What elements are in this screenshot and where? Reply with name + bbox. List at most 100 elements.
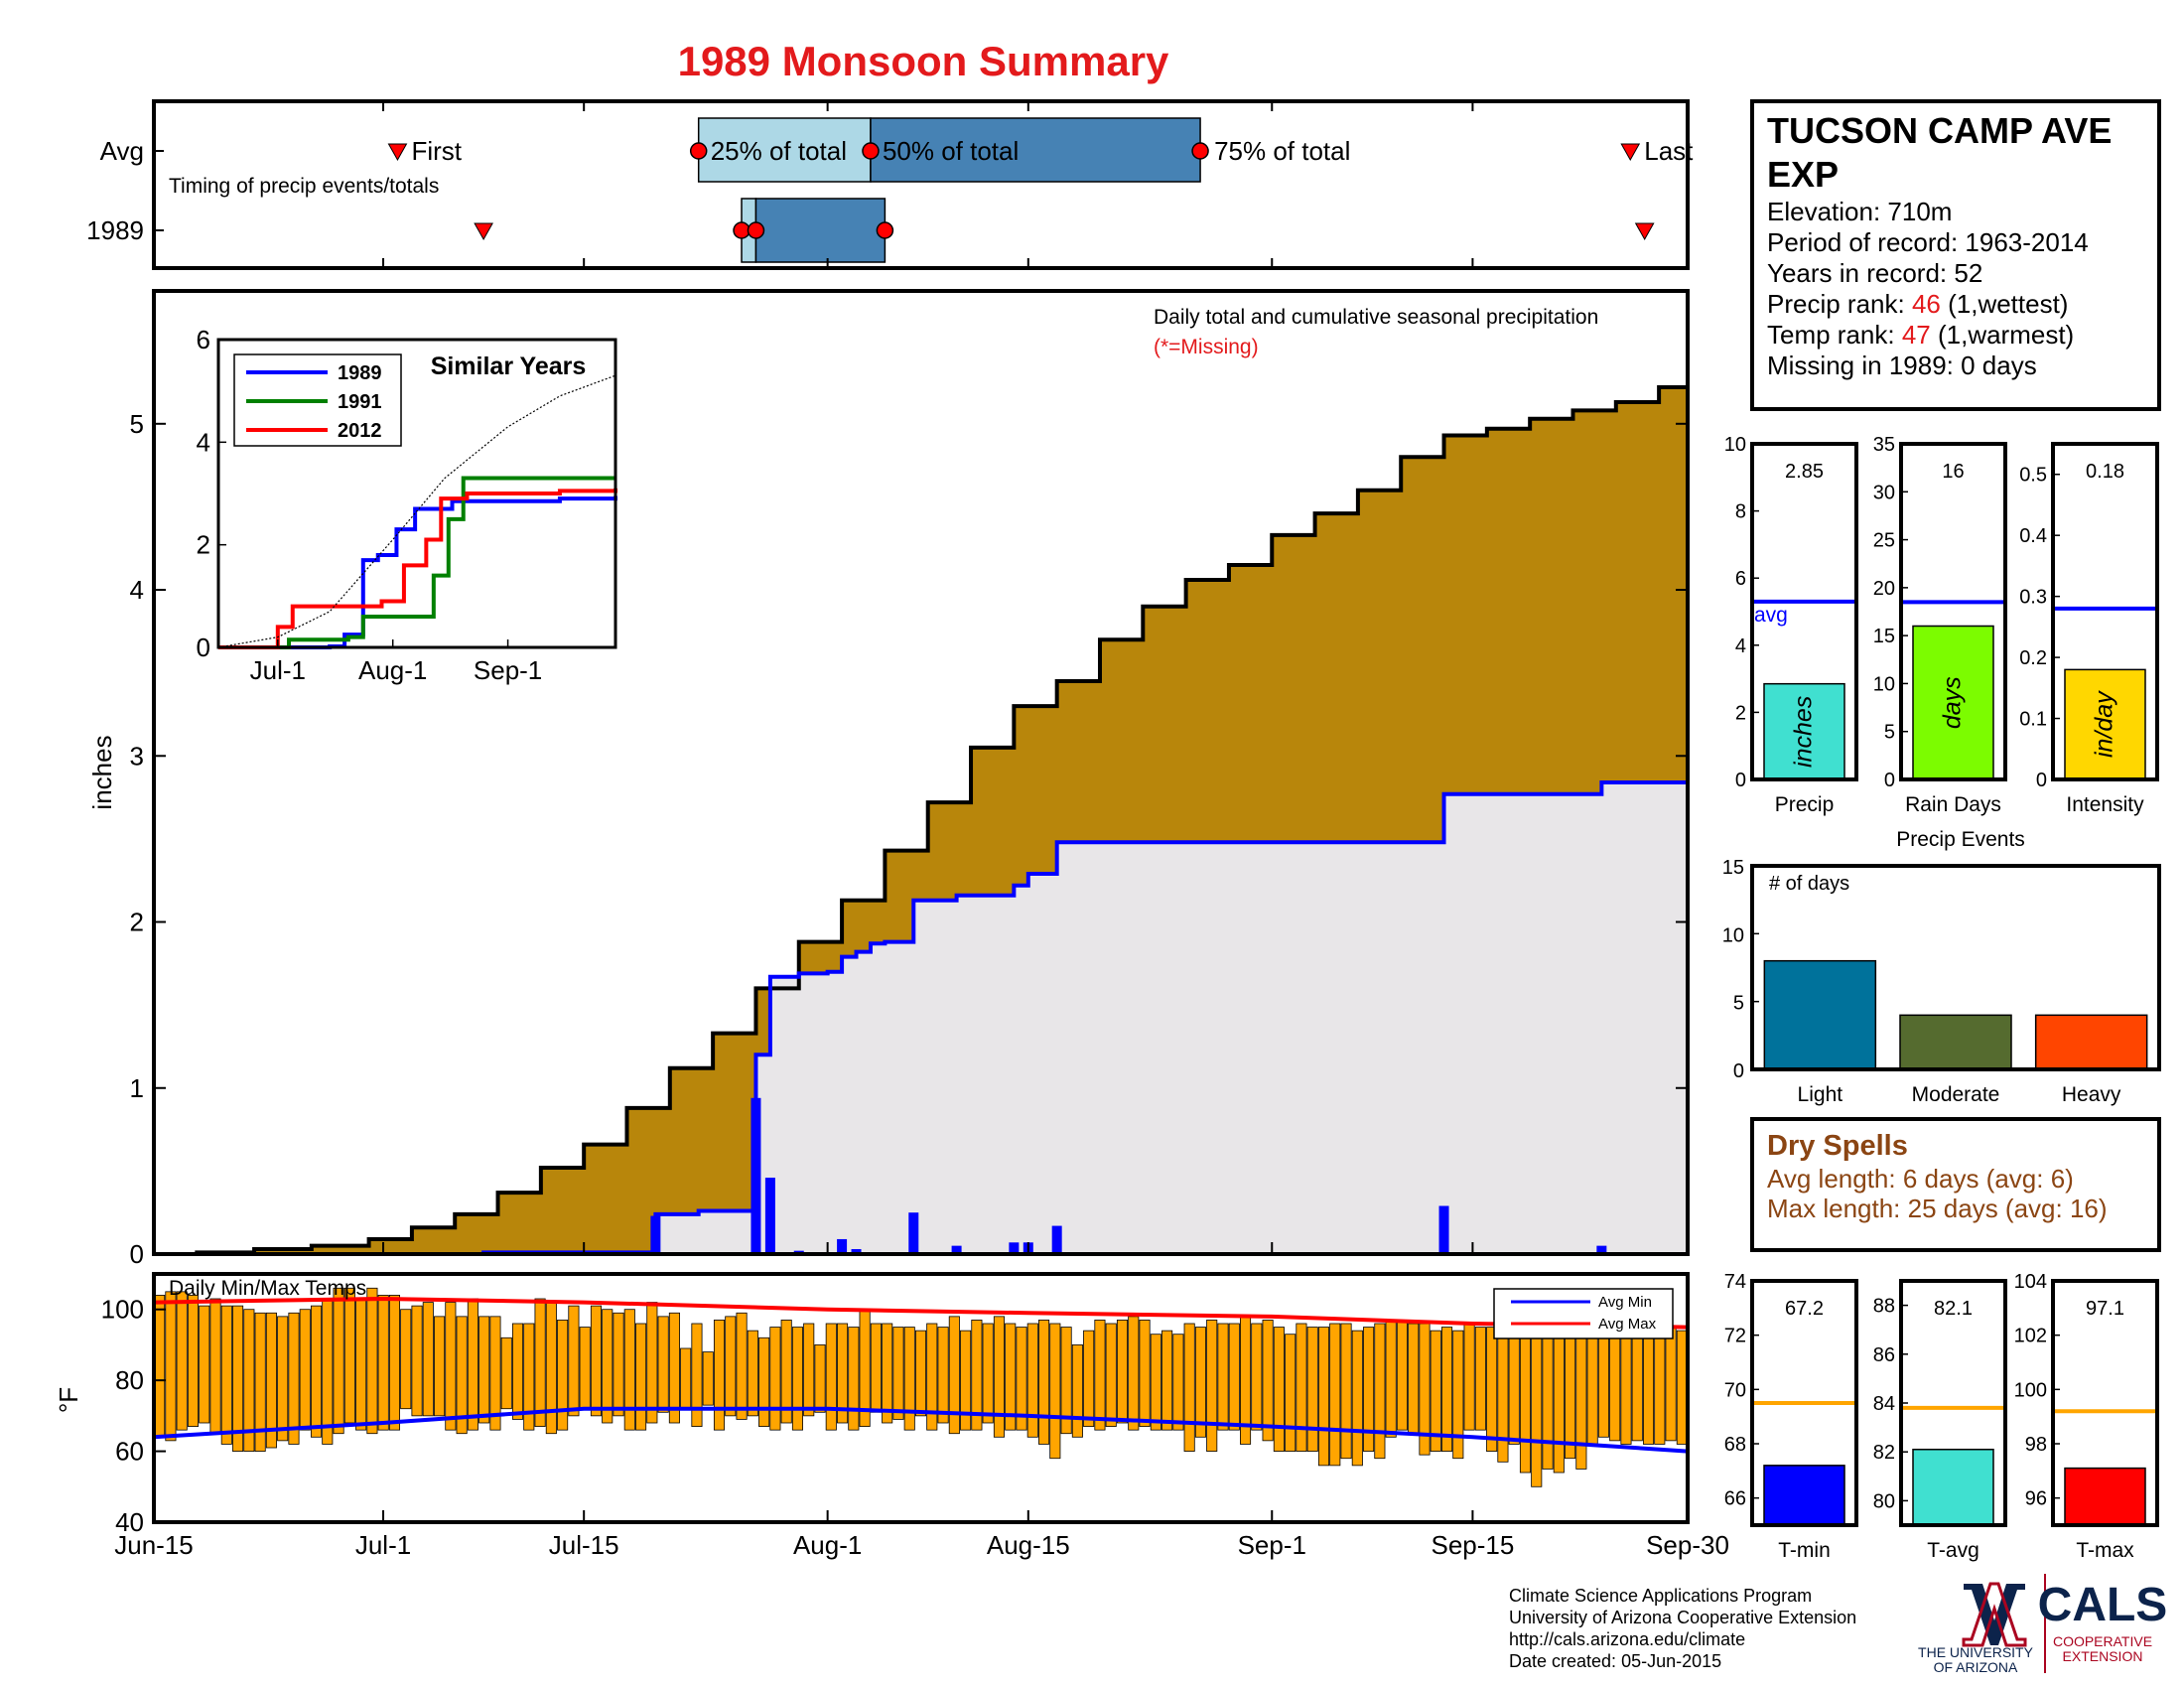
daily-temp-bar <box>1340 1323 1352 1460</box>
daily-temp-bar <box>434 1316 446 1417</box>
daily-temp-bar <box>1217 1323 1229 1431</box>
daily-temp-bar <box>1049 1323 1061 1460</box>
footer-line-4: Date created: 05-Jun-2015 <box>1509 1651 1721 1671</box>
year-cumulative-area <box>154 782 1688 1254</box>
temp-mini-ytick-label: 86 <box>1873 1344 1895 1366</box>
legend-avg-max: Avg Max <box>1598 1316 1657 1333</box>
date-tick-label: Aug-15 <box>987 1530 1070 1560</box>
year-q25-marker <box>733 221 751 239</box>
stat-bar <box>1912 625 1994 780</box>
date-tick-label: Jul-15 <box>549 1530 619 1560</box>
inset-title: Similar Years <box>431 352 587 380</box>
stat-ytick-label: 25 <box>1873 530 1895 552</box>
timing-avg-label: Avg <box>100 136 144 166</box>
inset-xtick-label: Jul-1 <box>250 655 306 685</box>
daily-temp-bar <box>725 1316 737 1417</box>
inset-line-2012 <box>218 488 617 649</box>
precip-ylabel: inches <box>87 735 117 809</box>
daily-temp-bar <box>154 1295 166 1438</box>
footer-line-1: Climate Science Applications Program <box>1509 1586 1812 1606</box>
daily-precip-bar <box>1009 1242 1020 1254</box>
daily-temp-bar <box>467 1298 478 1431</box>
dry-spells: Dry Spells Avg length: 6 days (avg: 6) M… <box>1750 1117 2161 1252</box>
temp-mini-bar <box>1912 1448 1994 1526</box>
daily-temp-bar <box>1620 1327 1632 1445</box>
avg-q75-marker <box>1191 142 1209 160</box>
temp-ytick-label: 80 <box>115 1365 144 1395</box>
events-bar-heavy <box>2034 1014 2148 1070</box>
daily-temp-bar <box>366 1287 378 1435</box>
stat-ytick-label: 0 <box>1884 770 1895 791</box>
temp-mini-ytick-label: 102 <box>2014 1326 2047 1347</box>
daily-temp-bar <box>1251 1323 1263 1431</box>
daily-temp-bar <box>1374 1323 1386 1460</box>
daily-temp-bar <box>837 1323 849 1424</box>
daily-temp-bar <box>288 1312 300 1445</box>
temp-frame <box>152 1272 1690 1524</box>
daily-temp-bar <box>456 1316 468 1435</box>
daily-temp-bar <box>1206 1320 1218 1452</box>
daily-temp-bar <box>1105 1323 1117 1427</box>
daily-temp-bar <box>1440 1327 1453 1452</box>
daily-temp-bar <box>1586 1327 1598 1445</box>
date-tick-label: Sep-30 <box>1646 1530 1729 1560</box>
daily-temp-bar <box>199 1305 210 1424</box>
events-ytick-label: 0 <box>1733 1060 1744 1082</box>
stat-ytick-label: 8 <box>1735 501 1746 523</box>
daily-temp-bar <box>1486 1327 1498 1452</box>
daily-temp-bar <box>668 1312 680 1424</box>
temp-mini-ytick-label: 66 <box>1724 1488 1746 1510</box>
daily-temp-bar <box>848 1327 860 1431</box>
daily-temp-bar <box>691 1323 703 1427</box>
daily-temp-bar <box>579 1327 591 1410</box>
precip-frame <box>152 289 1690 1256</box>
daily-temp-bar <box>523 1323 535 1431</box>
stat-ytick-label: 0 <box>2036 770 2047 791</box>
station-info: TUCSON CAMP AVE EXP Elevation: 710m Peri… <box>1750 99 2161 411</box>
footer-line-2: University of Arizona Cooperative Extens… <box>1509 1608 1856 1627</box>
daily-precip-bar <box>908 1212 919 1254</box>
temp-mini-ytick-label: 84 <box>1873 1393 1895 1415</box>
daily-temp-bar <box>489 1316 501 1431</box>
daily-temp-bar <box>937 1327 949 1424</box>
daily-temp-bar <box>1385 1320 1397 1438</box>
stat-category-label: Rain Days <box>1905 793 2001 816</box>
station-box <box>1750 99 2161 411</box>
stat-chart-precip: 0 2 4 6 8 10 2.85 inches Precip avg <box>1724 434 1858 816</box>
daily-temp-bar <box>1116 1320 1129 1424</box>
daily-temp-bar <box>388 1295 401 1431</box>
figure-title: 1989 Monsoon Summary <box>678 38 1169 84</box>
inset-xtick-label: Sep-1 <box>474 655 542 685</box>
avg-first-label: First <box>411 136 462 166</box>
inset-ytick-label: 2 <box>197 530 210 560</box>
daily-temp-bar <box>1654 1323 1666 1445</box>
station-precip-rank: Precip rank: 46 (1,wettest) <box>1767 289 2068 319</box>
daily-temp-bar <box>1005 1323 1017 1431</box>
precip-ytick-label: 4 <box>130 575 144 605</box>
daily-temp-bar <box>1161 1330 1173 1431</box>
daily-temp-bar <box>500 1336 512 1410</box>
daily-temp-bar <box>220 1305 232 1445</box>
date-tick-label: Sep-15 <box>1431 1530 1514 1560</box>
temp-mini-value-label: 97.1 <box>2086 1298 2124 1320</box>
avg-last-label: Last <box>1644 136 1694 166</box>
stat-frame <box>1899 442 2007 781</box>
daily-temp-bar <box>1194 1327 1206 1438</box>
daily-precip-bar <box>951 1245 962 1254</box>
daily-temp-bar <box>1139 1320 1151 1427</box>
daily-temp-bar <box>993 1316 1005 1438</box>
similar-years-inset: 0 2 4 6 Jul-1 Aug-1 Sep-1 Similar Years 1989 19… <box>197 325 617 685</box>
inset-ytick-label: 6 <box>197 325 210 354</box>
cals-logo: CALS <box>2038 1579 2168 1631</box>
temp-mini-ytick-label: 70 <box>1724 1379 1746 1401</box>
events-bar-light <box>1763 959 1877 1070</box>
daily-temp-bar <box>1038 1320 1050 1445</box>
station-elevation: Elevation: 710m <box>1767 197 1952 226</box>
avg-first-marker <box>387 143 408 162</box>
daily-temp-bar <box>926 1323 938 1431</box>
year-cumulative-line <box>154 780 1688 1256</box>
daily-temp-bar <box>411 1305 423 1417</box>
daily-precip-bar <box>1596 1245 1607 1254</box>
stat-avg-label: avg <box>1754 604 1788 627</box>
stat-chart-intensity: 0 0.1 0.2 0.3 0.4 0.5 0.18 in/day Intensity <box>2019 442 2159 816</box>
